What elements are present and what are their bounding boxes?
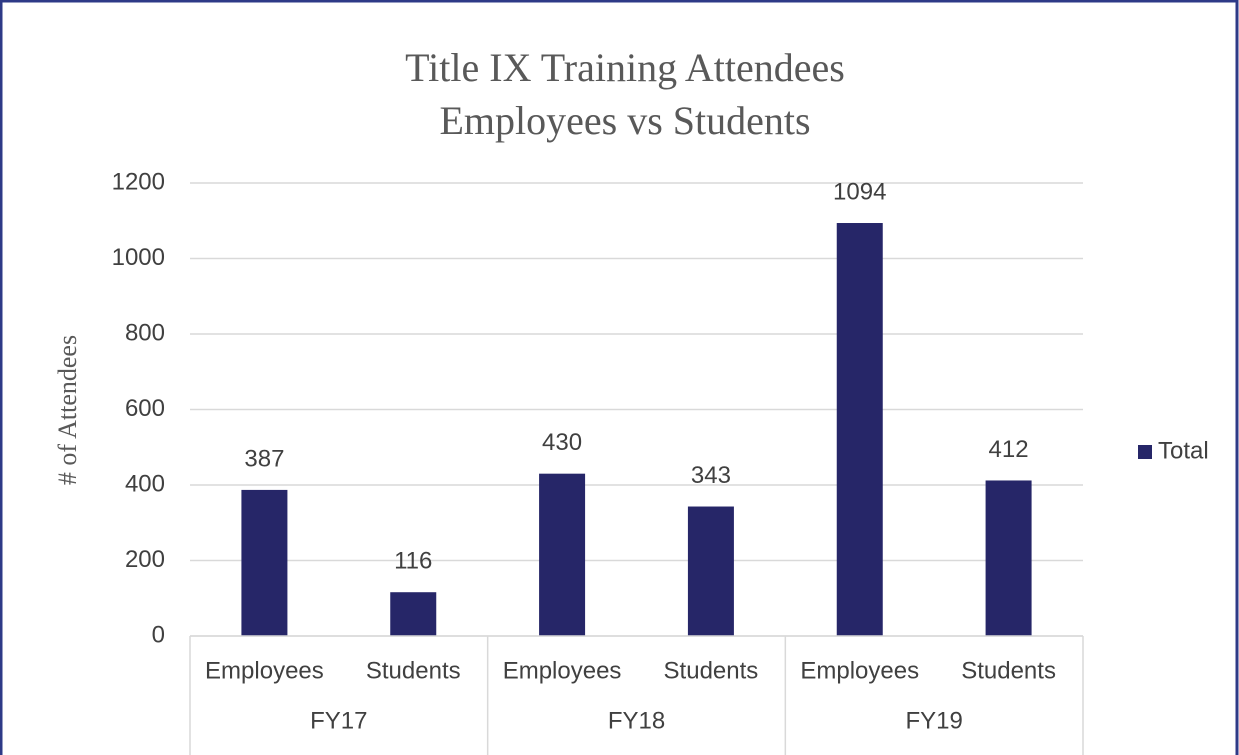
chart-title: Title IX Training Attendees	[405, 45, 845, 90]
y-tick-label: 1200	[112, 168, 165, 195]
x-tick-label: Students	[664, 657, 759, 684]
y-tick-label: 1000	[112, 244, 165, 271]
data-label: 1094	[833, 178, 886, 205]
x-tick-label: Employees	[503, 657, 622, 684]
x-tick-label: Students	[366, 657, 461, 684]
data-label: 343	[691, 462, 731, 489]
bar	[390, 592, 437, 636]
legend-swatch	[1138, 445, 1152, 459]
group-label: FY18	[608, 707, 665, 734]
chart-subtitle: Employees vs Students	[439, 98, 810, 143]
x-tick-label: Employees	[205, 657, 324, 684]
bar	[687, 506, 734, 636]
data-label: 387	[244, 445, 284, 472]
y-tick-label: 600	[125, 395, 165, 422]
bar	[241, 489, 288, 636]
bar	[836, 223, 883, 636]
x-tick-label: Employees	[800, 657, 919, 684]
y-tick-label: 0	[152, 621, 165, 648]
group-label: FY17	[310, 707, 367, 734]
y-tick-label: 200	[125, 546, 165, 573]
y-axis-label: # of Attendees	[53, 335, 82, 485]
x-tick-label: Students	[961, 657, 1056, 684]
legend-label: Total	[1158, 437, 1209, 464]
data-label: 412	[989, 436, 1029, 463]
bar	[539, 473, 586, 636]
y-tick-label: 400	[125, 470, 165, 497]
bar	[985, 480, 1032, 636]
group-label: FY19	[905, 707, 962, 734]
data-label: 116	[394, 548, 432, 575]
data-label: 430	[542, 429, 582, 456]
y-tick-label: 800	[125, 319, 165, 346]
